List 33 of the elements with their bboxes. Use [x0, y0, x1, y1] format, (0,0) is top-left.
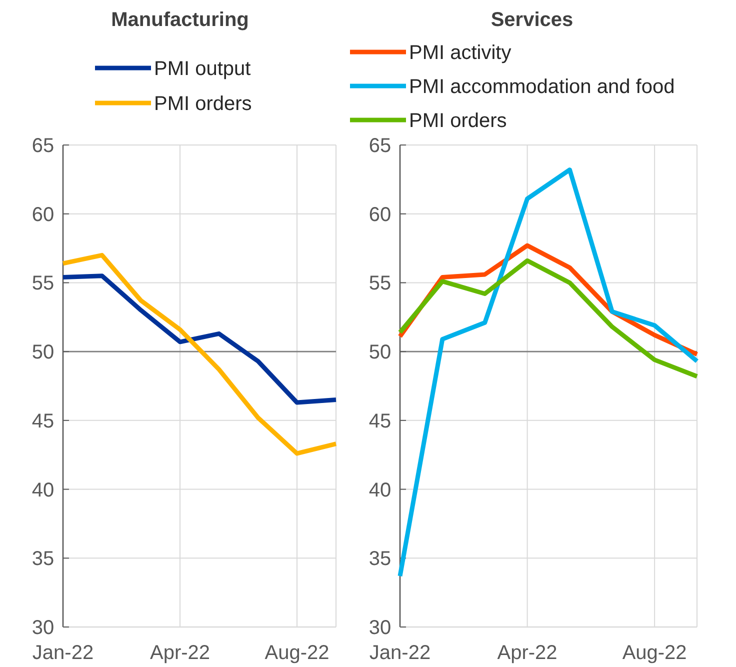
- y-tick-label: 50: [368, 342, 392, 364]
- chart-title: Manufacturing: [111, 9, 249, 31]
- y-tick-label: 30: [368, 617, 392, 639]
- y-tick-label: 45: [32, 410, 54, 432]
- x-tick-label: Jan-22: [32, 642, 94, 664]
- chart-title: Services: [490, 9, 574, 31]
- legend-label: PMI accommodation and food: [409, 76, 675, 98]
- y-tick-label: 55: [368, 272, 392, 295]
- y-tick-label: 40: [368, 479, 392, 502]
- legend-label: PMI activity: [409, 42, 512, 64]
- legend-label: PMI output: [154, 58, 252, 80]
- y-tick-label: 60: [32, 204, 54, 226]
- y-tick-label: 45: [368, 410, 392, 432]
- legend-label: PMI orders: [154, 93, 252, 115]
- y-tick-label: 65: [368, 135, 392, 157]
- y-tick-label: 50: [32, 342, 54, 364]
- x-tick-label: Jan-22: [369, 642, 431, 664]
- y-tick-label: 40: [32, 479, 54, 502]
- y-tick-label: 30: [32, 617, 54, 639]
- x-tick-label: Aug-22: [264, 642, 330, 664]
- y-tick-label: 35: [368, 548, 392, 570]
- x-tick-label: Apr-22: [150, 642, 210, 664]
- x-tick-label: Apr-22: [497, 642, 558, 664]
- line-series: [398, 168, 700, 578]
- line-series: [60, 274, 338, 405]
- y-tick-label: 60: [368, 204, 392, 226]
- line-series: [398, 258, 700, 379]
- legend-label: PMI orders: [409, 110, 507, 132]
- y-tick-label: 55: [32, 272, 54, 295]
- x-tick-label: Aug-22: [622, 642, 687, 664]
- line-series: [60, 252, 338, 456]
- y-tick-label: 35: [32, 548, 54, 570]
- y-tick-label: 65: [32, 135, 54, 157]
